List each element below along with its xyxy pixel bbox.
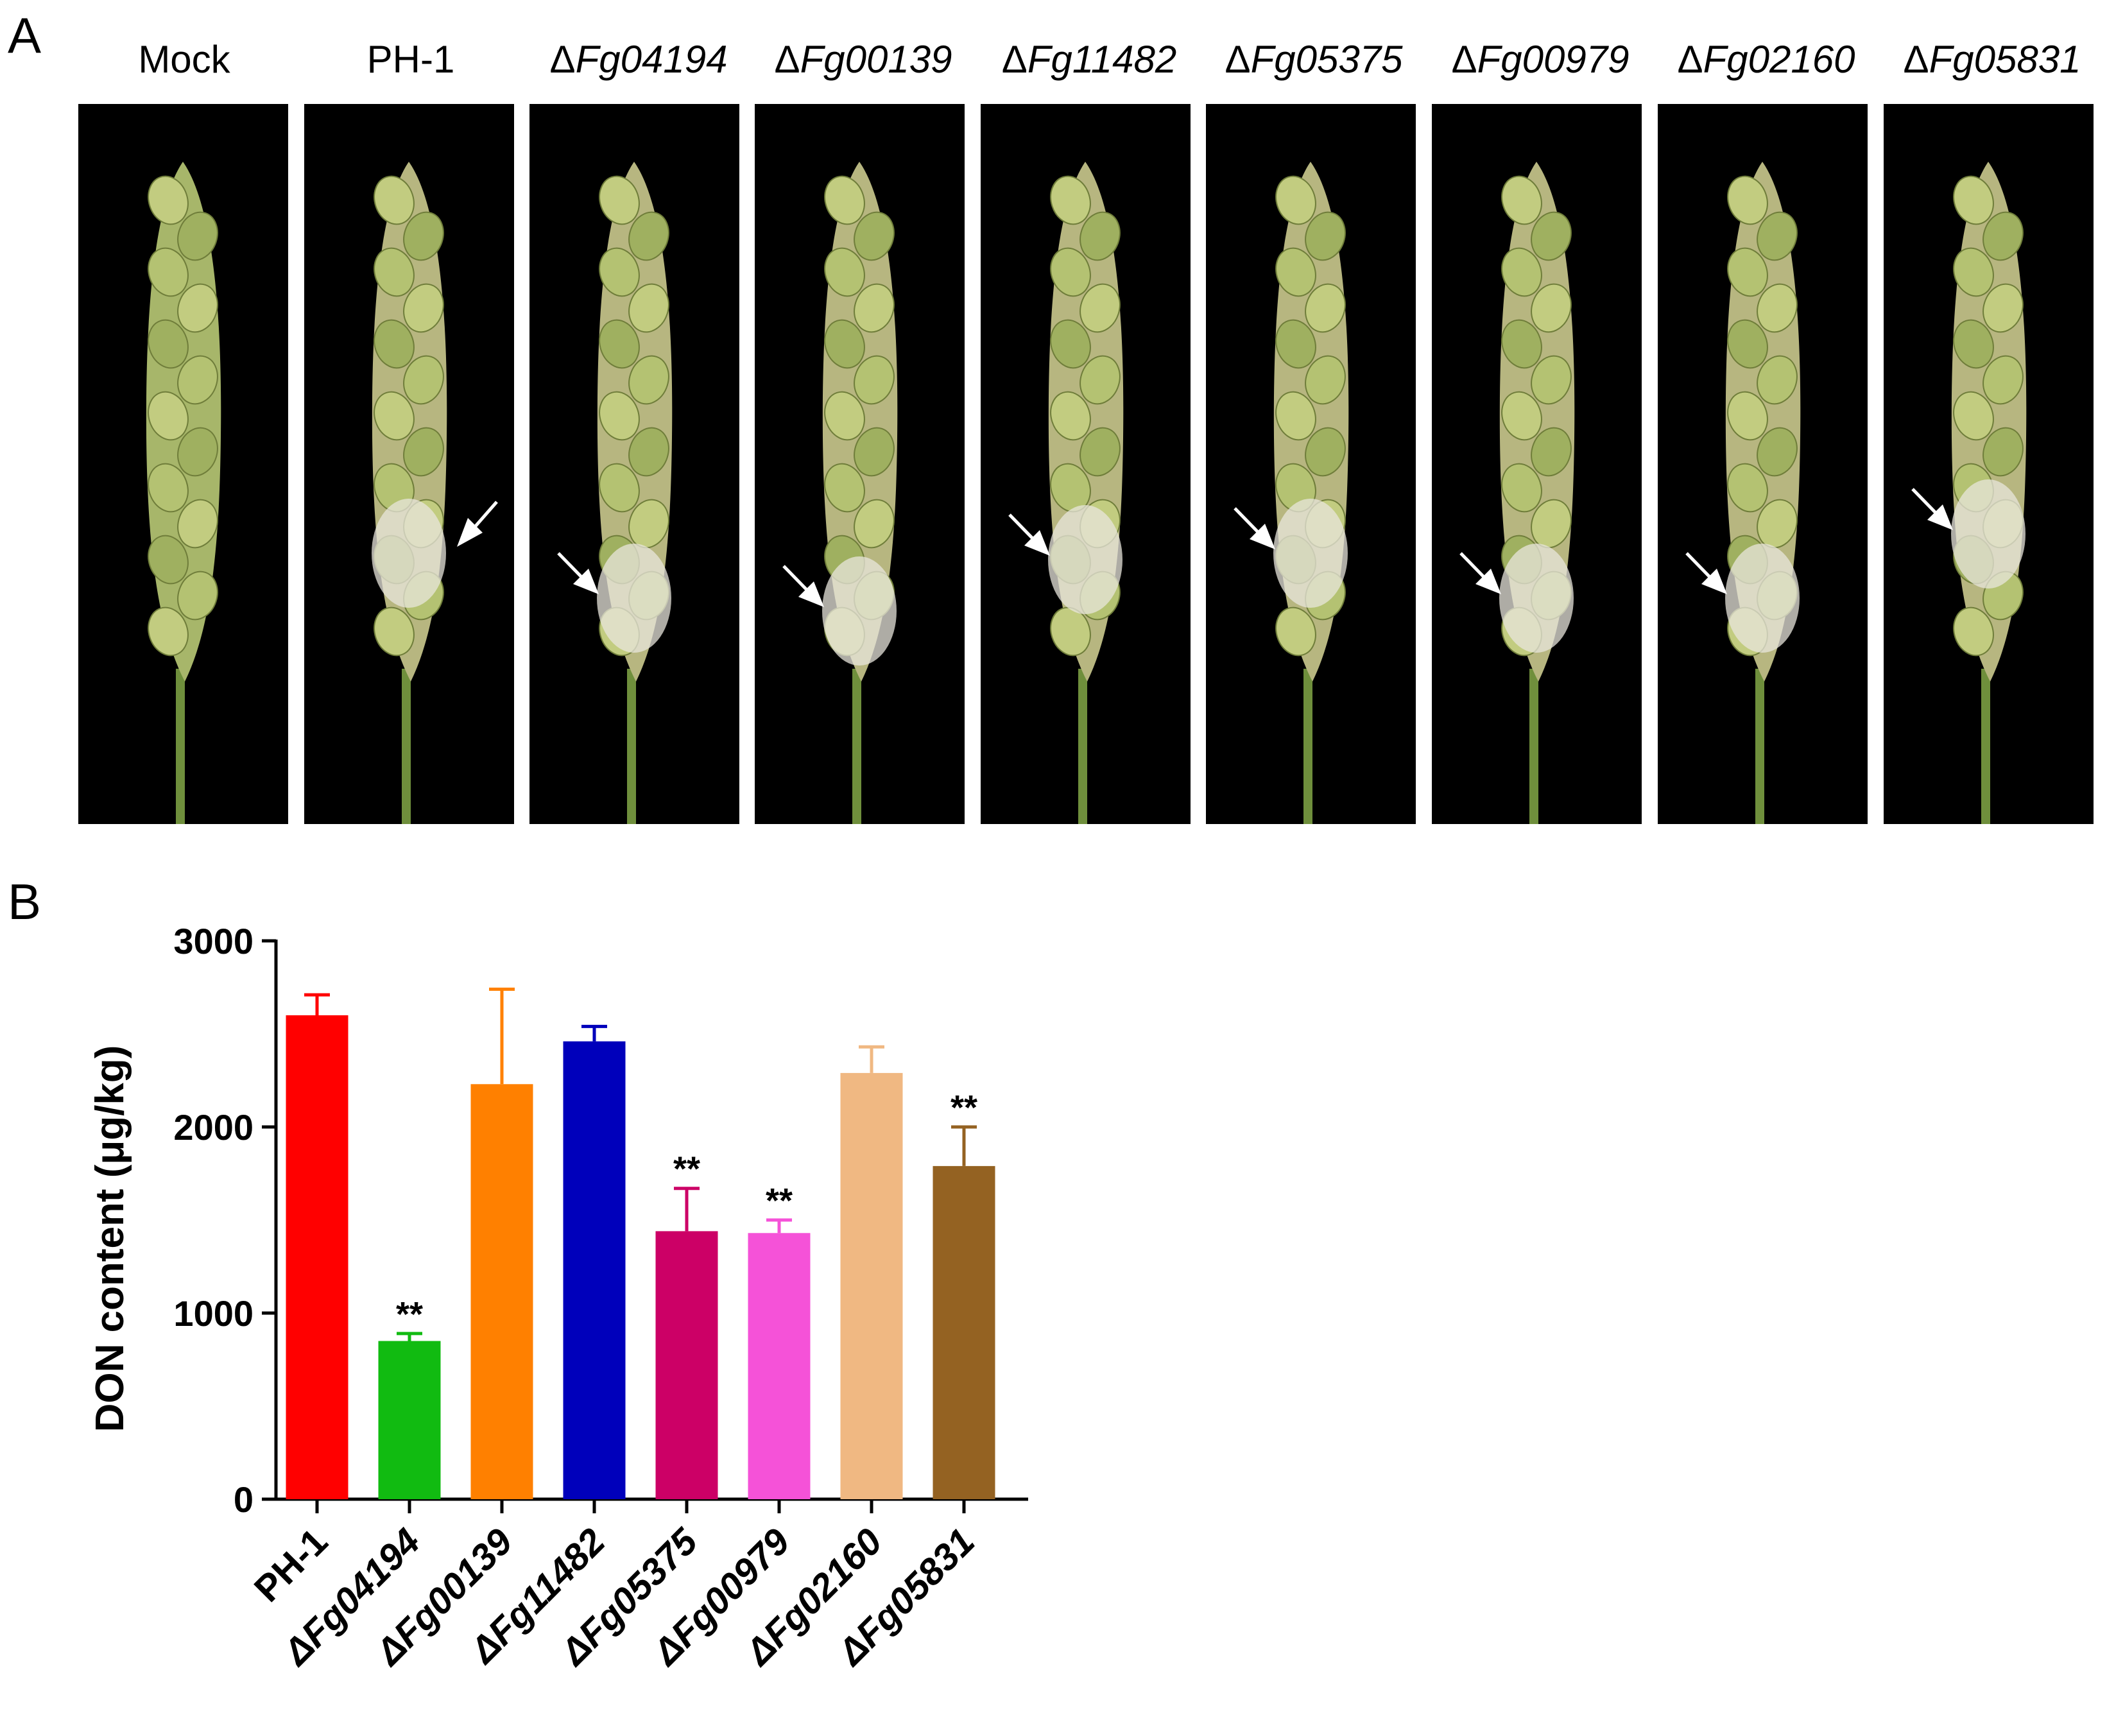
wheat-spike-photo xyxy=(755,104,965,824)
significance-marker: ** xyxy=(950,1088,977,1127)
y-axis-label: DON content (μg/kg) xyxy=(88,1045,132,1432)
spike-label: ΔFg02160 xyxy=(1677,38,1855,81)
spike-label: ΔFg11482 xyxy=(1001,38,1177,81)
significance-marker: ** xyxy=(766,1182,793,1220)
bar xyxy=(655,1231,718,1499)
wheat-spike-photo xyxy=(1658,104,1868,824)
significance-marker: ** xyxy=(673,1150,700,1189)
bar xyxy=(286,1015,348,1499)
spike-label: Mock xyxy=(138,38,230,81)
wheat-spike-photo xyxy=(78,104,288,824)
spike-label: ΔFg00979 xyxy=(1451,38,1630,81)
panel-label-a: A xyxy=(8,7,42,64)
bar xyxy=(563,1041,626,1499)
spike-label: PH-1 xyxy=(366,38,455,81)
panel-label-b: B xyxy=(8,873,42,930)
wheat-spike-photo xyxy=(304,104,514,824)
wheat-spike-photo xyxy=(529,104,739,824)
wheat-spike-photo xyxy=(1432,104,1642,824)
y-tick-label: 1000 xyxy=(173,1293,254,1334)
spike-label: ΔFg05375 xyxy=(1225,38,1403,81)
wheat-spike-photo xyxy=(981,104,1191,824)
spike-label: ΔFg05831 xyxy=(1903,38,2081,81)
spike-label: ΔFg04194 xyxy=(549,38,728,81)
spike-label: ΔFg00139 xyxy=(774,38,952,81)
y-tick-label: 3000 xyxy=(173,921,254,961)
significance-marker: ** xyxy=(396,1295,423,1334)
bar xyxy=(840,1072,903,1499)
bar xyxy=(933,1165,995,1499)
wheat-spike-photo xyxy=(1206,104,1416,824)
y-tick-label: 2000 xyxy=(173,1107,254,1147)
bar xyxy=(378,1341,441,1499)
wheat-spike-photo xyxy=(1884,104,2094,824)
bar xyxy=(748,1233,811,1499)
y-tick-label: 0 xyxy=(234,1479,254,1520)
don-content-bar-chart: DON content (μg/kg) 0100020003000PH-1**Δ… xyxy=(88,921,1028,1674)
bar xyxy=(470,1084,533,1499)
